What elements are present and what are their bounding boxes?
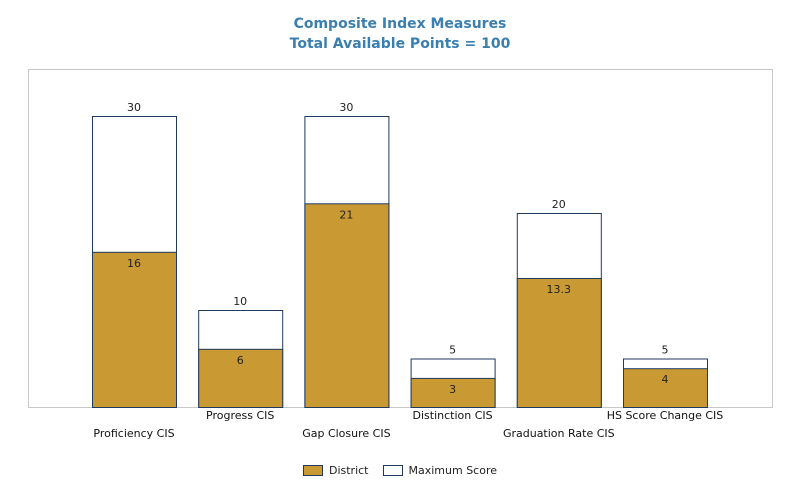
bar-district-graduation-rate-cis xyxy=(516,277,602,408)
bar-district-hs-score-change-cis xyxy=(623,368,708,409)
bar-district-proficiency-cis xyxy=(92,251,177,408)
data-label-district-progress-cis: 6 xyxy=(237,354,244,367)
data-label-maximum-score-gap-closure-cis: 30 xyxy=(339,101,353,114)
data-label-maximum-score-graduation-rate-cis: 20 xyxy=(552,198,566,211)
chart-legend: District Maximum Score xyxy=(0,464,800,477)
legend-label-maximum-score: Maximum Score xyxy=(408,464,498,477)
plot-frame xyxy=(28,69,773,408)
data-label-district-graduation-rate-cis: 13.3 xyxy=(547,283,572,296)
data-label-district-proficiency-cis: 16 xyxy=(127,257,141,270)
x-tick-label-gap-closure-cis: Gap Closure CIS xyxy=(302,427,390,440)
data-label-district-gap-closure-cis: 21 xyxy=(339,208,353,221)
x-tick-label-progress-cis: Progress CIS xyxy=(206,409,274,422)
legend-label-district: District xyxy=(328,464,369,477)
data-label-district-hs-score-change-cis: 4 xyxy=(662,373,669,386)
bar-district-progress-cis xyxy=(198,348,284,408)
legend-item-district: District xyxy=(302,464,369,477)
legend-swatch-maximum-score xyxy=(382,465,403,476)
bar-district-gap-closure-cis xyxy=(304,203,390,408)
chart-subtitle: Total Available Points = 100 xyxy=(289,36,511,52)
legend-item-maximum-score: Maximum Score xyxy=(382,464,498,477)
chart-title: Composite Index Measures xyxy=(293,16,507,32)
x-tick-label-graduation-rate-cis: Graduation Rate CIS xyxy=(503,427,615,440)
data-label-maximum-score-proficiency-cis: 30 xyxy=(127,101,141,114)
x-tick-label-distinction-cis: Distinction CIS xyxy=(413,409,493,422)
data-label-maximum-score-progress-cis: 10 xyxy=(233,295,247,308)
legend-swatch-district xyxy=(302,465,323,476)
bar-district-distinction-cis xyxy=(410,377,496,408)
data-label-maximum-score-hs-score-change-cis: 5 xyxy=(662,344,669,357)
x-tick-label-hs-score-change-cis: HS Score Change CIS xyxy=(607,409,724,422)
data-label-district-distinction-cis: 3 xyxy=(449,383,456,396)
x-tick-label-proficiency-cis: Proficiency CIS xyxy=(93,427,174,440)
data-label-maximum-score-distinction-cis: 5 xyxy=(449,344,456,357)
